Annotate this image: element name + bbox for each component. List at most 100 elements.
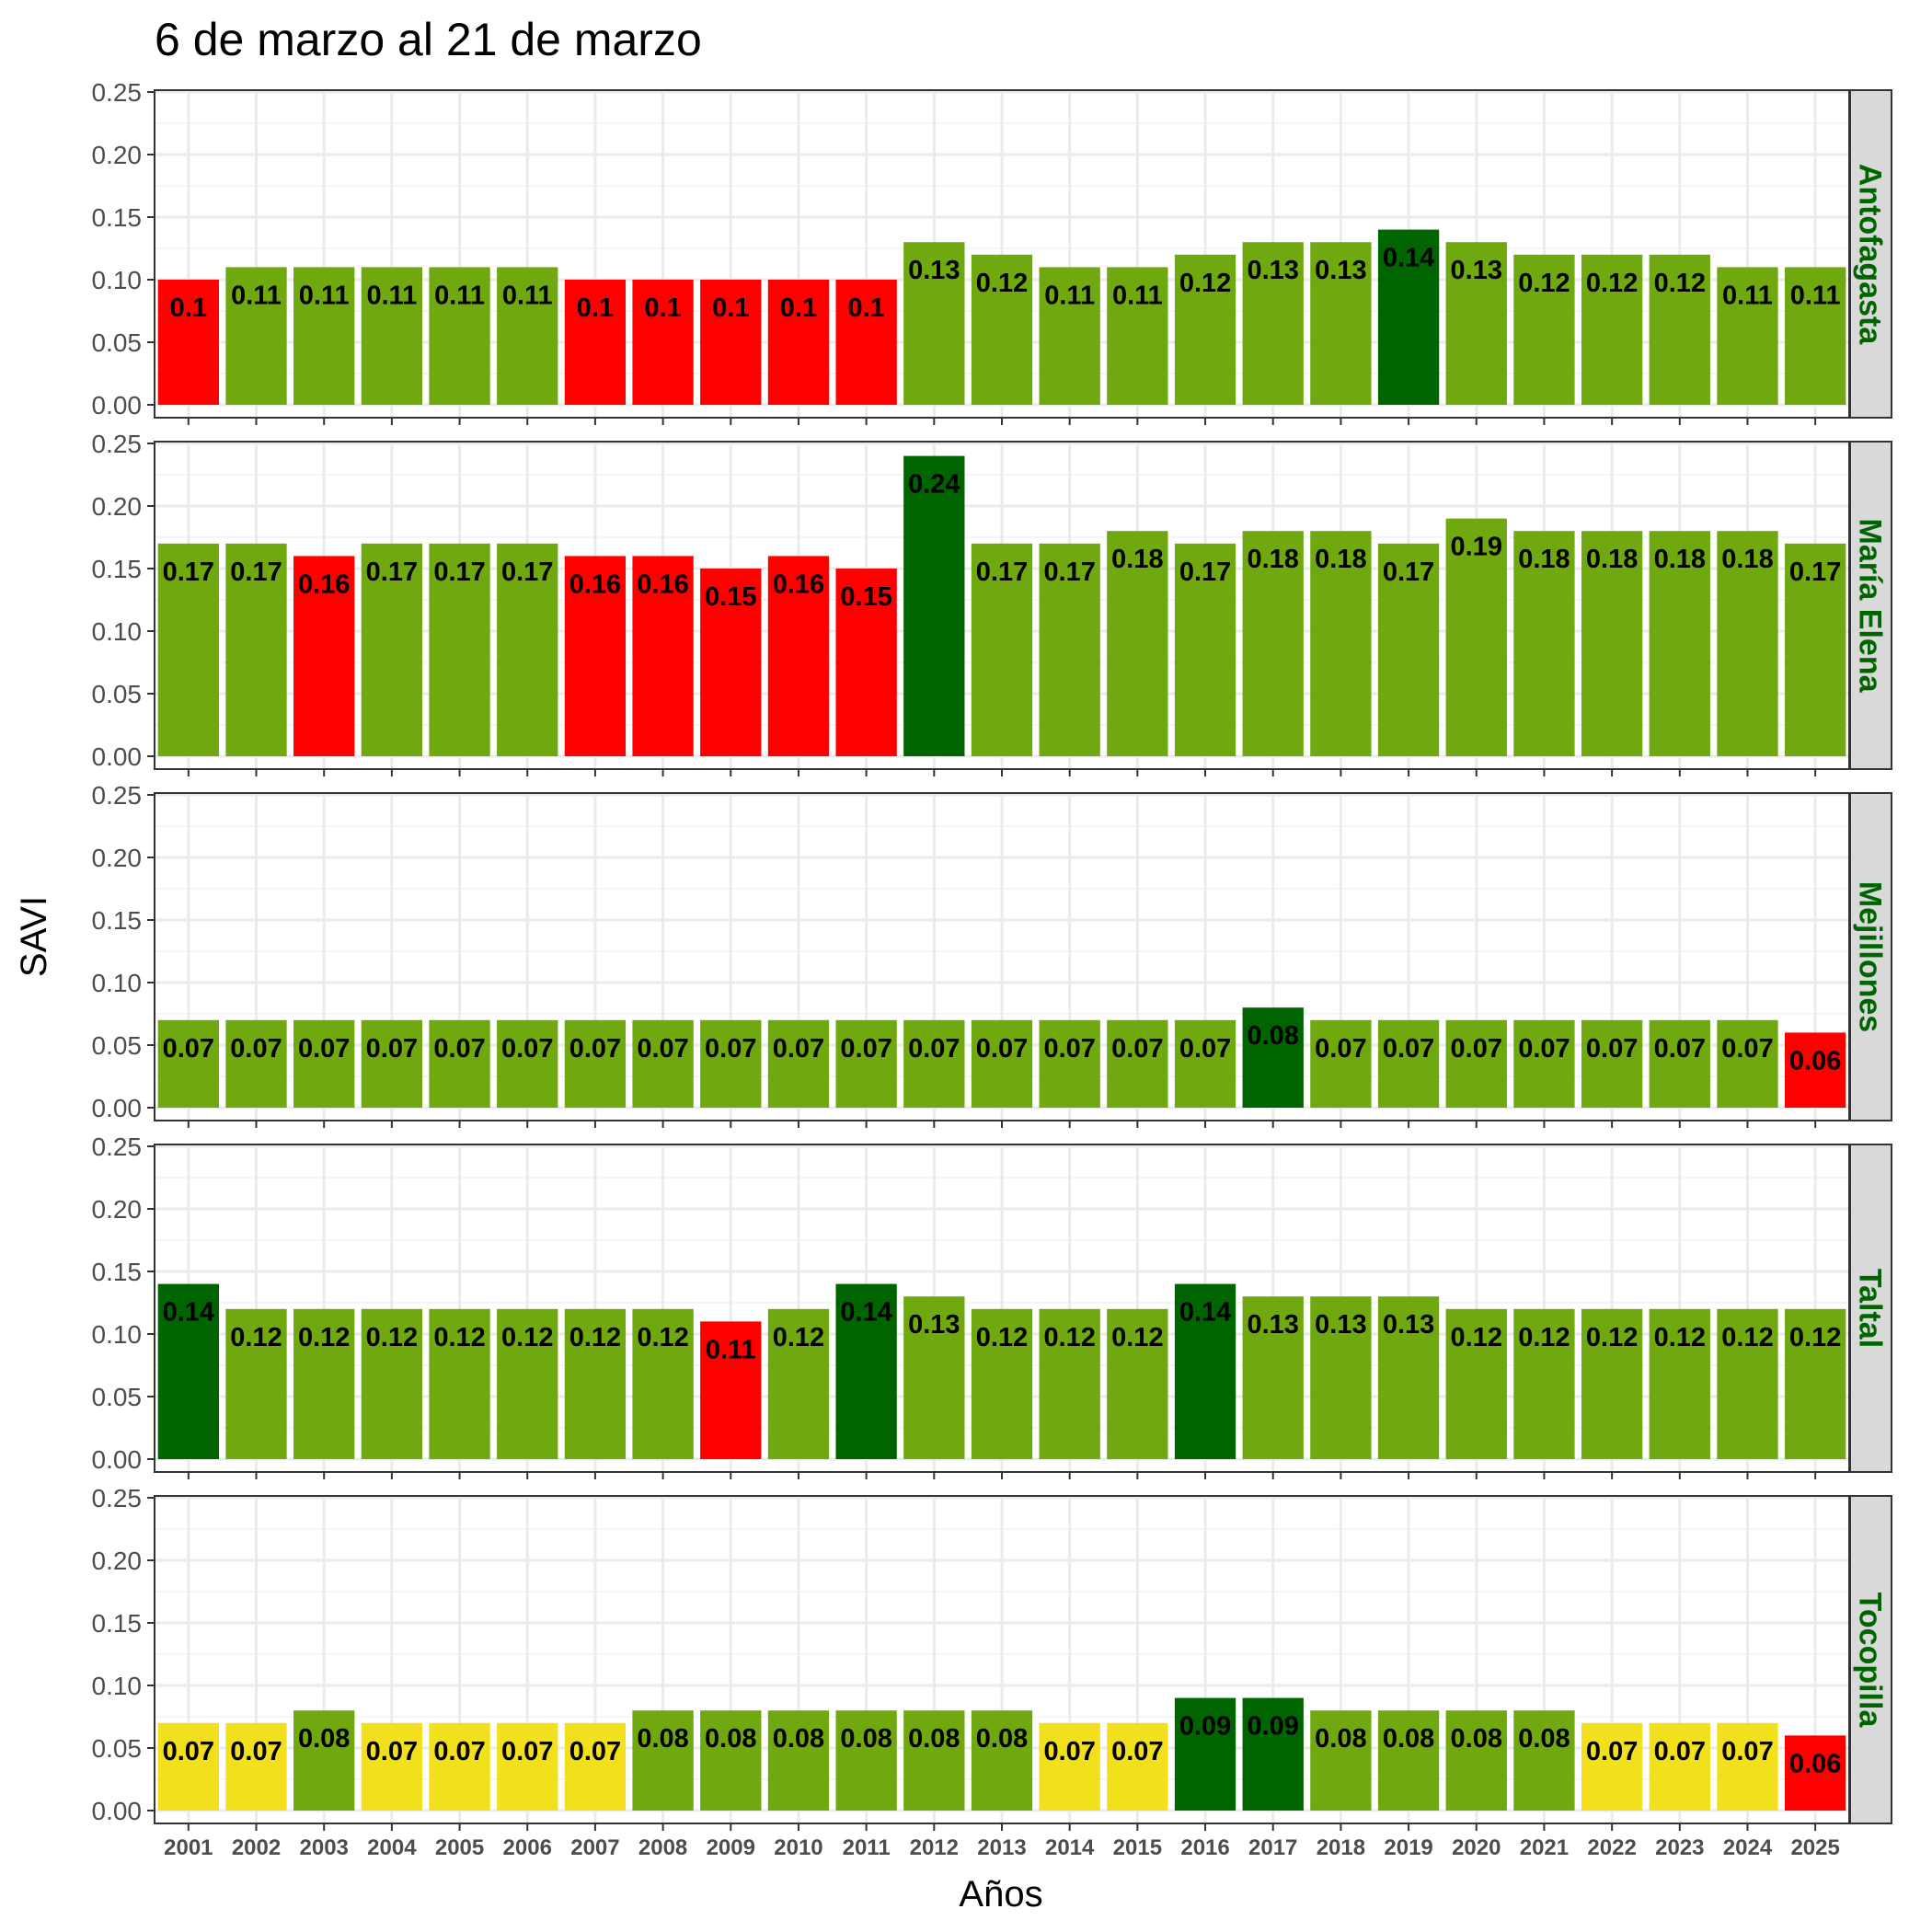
facet-strip <box>1849 1144 1892 1473</box>
bar <box>293 556 355 756</box>
bar <box>361 1722 423 1811</box>
bar <box>767 1710 830 1811</box>
bar-value-label: 0.12 <box>1586 269 1638 298</box>
bar <box>564 1722 627 1811</box>
bar-value-label: 0.14 <box>163 1298 214 1328</box>
bar <box>700 1321 762 1459</box>
y-tick-label: 0.10 <box>92 266 143 294</box>
bar <box>1377 543 1440 756</box>
bar <box>1107 267 1168 405</box>
bar-value-label: 0.15 <box>705 582 756 612</box>
bar-value-label: 0.11 <box>1044 281 1095 310</box>
bar <box>835 569 897 756</box>
bar <box>564 280 627 405</box>
bar <box>1174 1283 1236 1459</box>
bar <box>1445 1019 1507 1108</box>
bar <box>1513 531 1575 756</box>
bar <box>1513 254 1575 405</box>
bar-value-label: 0.09 <box>1247 1712 1298 1742</box>
bar <box>429 1308 490 1459</box>
bar-value-label: 0.08 <box>1518 1724 1570 1754</box>
bar-value-label: 0.07 <box>1586 1737 1638 1766</box>
bar <box>1785 1308 1846 1459</box>
bar <box>1649 1019 1710 1108</box>
bar-value-label: 0.18 <box>1518 545 1570 574</box>
y-tick-label: 0.25 <box>92 781 143 810</box>
bar <box>1649 1308 1710 1459</box>
bar <box>1581 1308 1643 1459</box>
bar <box>835 280 897 405</box>
bar-value-label: 0.06 <box>1789 1046 1841 1075</box>
bar-value-label: 0.11 <box>434 281 485 310</box>
bar <box>1377 229 1440 405</box>
y-tick-label: 0.10 <box>92 969 143 997</box>
bar <box>1785 1735 1846 1811</box>
bar <box>1513 1710 1575 1811</box>
bar <box>1581 531 1643 756</box>
bar-value-label: 0.16 <box>637 569 688 599</box>
bar-value-label: 0.14 <box>1383 244 1434 273</box>
bar <box>1717 1308 1778 1459</box>
bar-value-label: 0.07 <box>501 1737 553 1766</box>
x-tick-label: 2017 <box>1248 1835 1297 1860</box>
y-tick-label: 0.05 <box>92 328 143 357</box>
x-tick-label: 2011 <box>843 1835 891 1860</box>
bar-value-label: 0.07 <box>1721 1737 1773 1766</box>
y-tick-label: 0.00 <box>92 391 143 420</box>
bar <box>1445 1710 1507 1811</box>
bar-value-label: 0.18 <box>1247 545 1298 574</box>
bar-value-label: 0.08 <box>1247 1021 1298 1051</box>
y-tick-label: 0.25 <box>92 1484 143 1512</box>
chart-title: 6 de marzo al 21 de marzo <box>155 14 702 65</box>
y-tick-label: 0.20 <box>92 492 143 521</box>
bar <box>1174 254 1236 405</box>
bar-value-label: 0.08 <box>1451 1724 1502 1754</box>
bar <box>225 267 287 405</box>
x-tick-label: 2008 <box>638 1835 687 1860</box>
bar-value-label: 0.12 <box>976 1323 1028 1352</box>
bar-value-label: 0.13 <box>1315 256 1366 285</box>
bar-value-label: 0.07 <box>230 1737 282 1766</box>
bar <box>157 543 219 756</box>
y-tick-label: 0.15 <box>92 203 143 232</box>
bar <box>429 1722 490 1811</box>
facet-strip-label: Antofagasta <box>1853 164 1888 346</box>
bar <box>1445 518 1507 756</box>
bar <box>971 1308 1033 1459</box>
x-tick-label: 2001 <box>164 1835 213 1860</box>
bar-value-label: 0.11 <box>706 1335 756 1364</box>
bar <box>1310 242 1372 405</box>
bar <box>1039 267 1100 405</box>
facet-strip <box>1849 1495 1892 1824</box>
bar-value-label: 0.16 <box>569 569 621 599</box>
bar <box>1377 1710 1440 1811</box>
bar-value-label: 0.13 <box>1315 1310 1366 1340</box>
bar-value-label: 0.13 <box>1451 256 1502 285</box>
bar <box>429 267 490 405</box>
bar <box>1242 1697 1304 1811</box>
y-tick-label: 0.10 <box>92 617 143 646</box>
bar-value-label: 0.12 <box>1654 1323 1706 1352</box>
bar <box>361 543 423 756</box>
x-tick-label: 2025 <box>1790 1835 1839 1860</box>
bar <box>497 1019 558 1108</box>
x-tick-label: 2018 <box>1317 1835 1365 1860</box>
x-tick-label: 2006 <box>503 1835 552 1860</box>
bar <box>1649 531 1710 756</box>
x-tick-label: 2005 <box>435 1835 484 1860</box>
bar <box>903 242 965 405</box>
bar-value-label: 0.08 <box>976 1724 1028 1754</box>
bar <box>767 280 830 405</box>
bar-value-label: 0.18 <box>1586 545 1638 574</box>
bar <box>1377 1296 1440 1459</box>
bar-value-label: 0.08 <box>637 1724 688 1754</box>
y-tick-label: 0.05 <box>92 1031 143 1060</box>
bar <box>429 1019 490 1108</box>
bar-value-label: 0.07 <box>433 1737 485 1766</box>
y-tick-label: 0.05 <box>92 680 143 708</box>
bar-value-label: 0.12 <box>298 1323 350 1352</box>
bar-value-label: 0.07 <box>163 1034 214 1064</box>
bar-value-label: 0.07 <box>501 1034 553 1064</box>
bar-value-label: 0.17 <box>976 558 1028 587</box>
bar-value-label: 0.1 <box>644 293 681 323</box>
